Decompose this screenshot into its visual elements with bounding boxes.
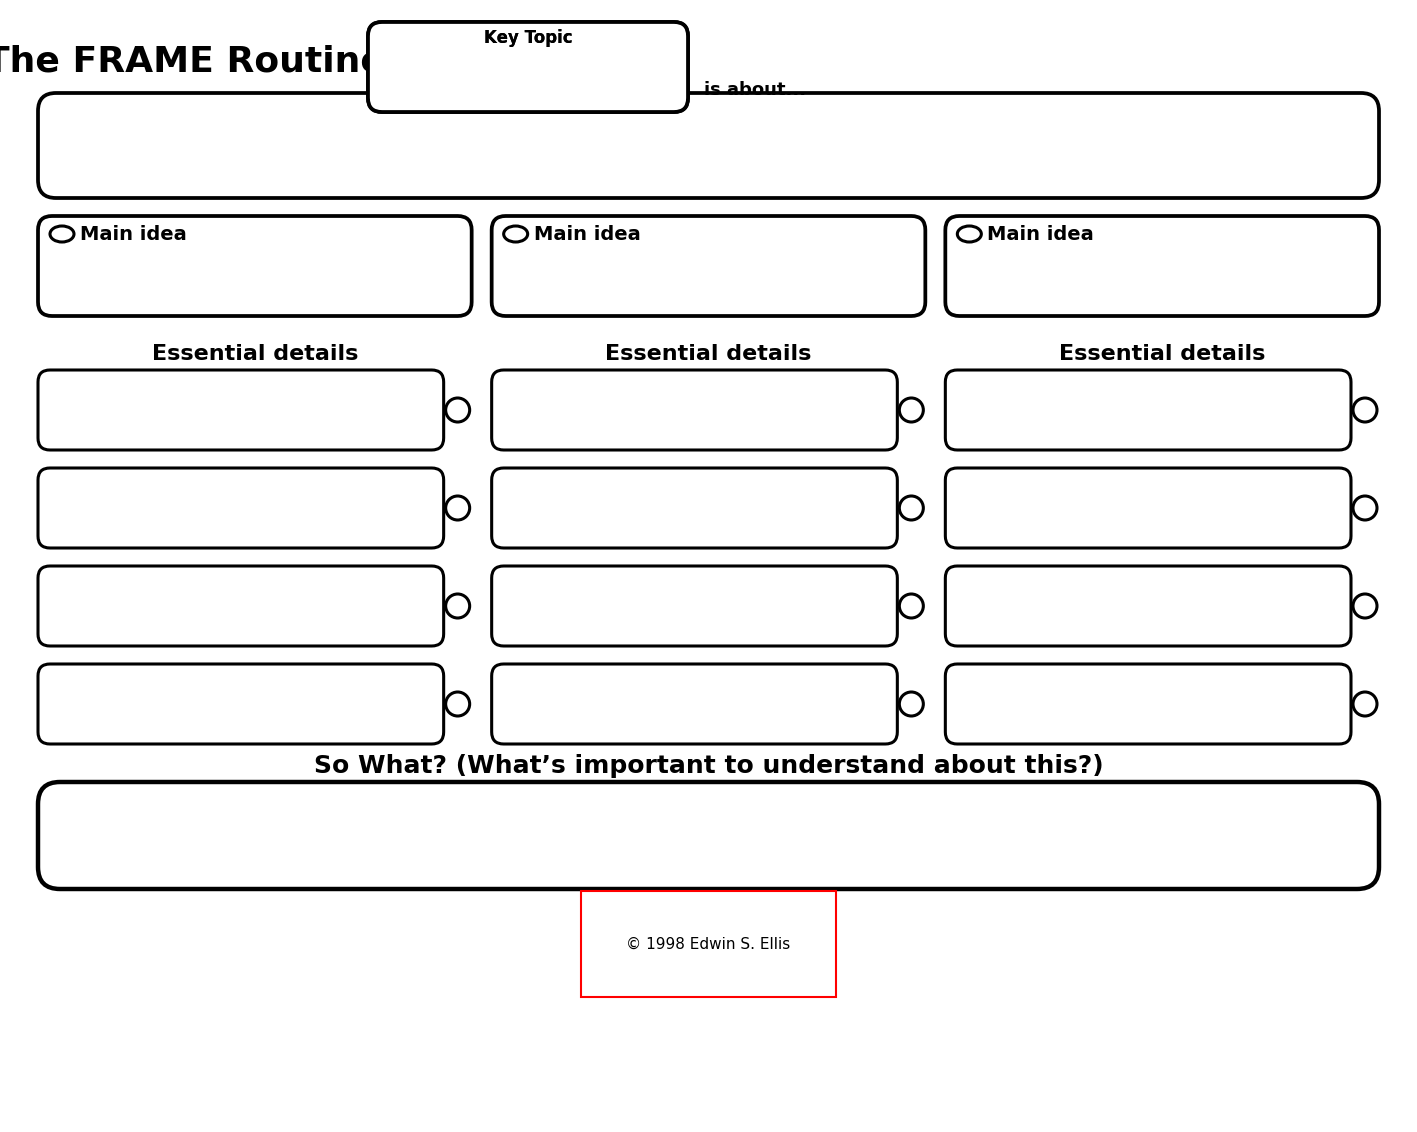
- FancyBboxPatch shape: [945, 370, 1350, 451]
- FancyBboxPatch shape: [945, 566, 1350, 646]
- Text: Main idea: Main idea: [988, 224, 1094, 243]
- Circle shape: [900, 496, 924, 520]
- Text: © 1998 Edwin S. Ellis: © 1998 Edwin S. Ellis: [626, 936, 791, 952]
- Circle shape: [446, 496, 469, 520]
- Circle shape: [446, 398, 469, 422]
- Circle shape: [446, 594, 469, 618]
- Text: Essential details: Essential details: [605, 344, 812, 365]
- Circle shape: [1353, 594, 1377, 618]
- FancyBboxPatch shape: [945, 216, 1379, 316]
- FancyBboxPatch shape: [368, 22, 689, 112]
- Text: Main idea: Main idea: [534, 224, 640, 243]
- Circle shape: [446, 692, 469, 717]
- Circle shape: [900, 594, 924, 618]
- FancyBboxPatch shape: [368, 22, 689, 112]
- Text: Main idea: Main idea: [79, 224, 187, 243]
- Text: Essential details: Essential details: [1058, 344, 1265, 365]
- FancyBboxPatch shape: [492, 216, 925, 316]
- FancyBboxPatch shape: [38, 566, 444, 646]
- Text: Essential details: Essential details: [152, 344, 359, 365]
- FancyBboxPatch shape: [38, 782, 1379, 889]
- FancyBboxPatch shape: [492, 468, 897, 548]
- FancyBboxPatch shape: [492, 664, 897, 744]
- Circle shape: [900, 398, 924, 422]
- FancyBboxPatch shape: [38, 370, 444, 451]
- FancyBboxPatch shape: [38, 216, 472, 316]
- Circle shape: [1353, 496, 1377, 520]
- FancyBboxPatch shape: [38, 468, 444, 548]
- FancyBboxPatch shape: [492, 566, 897, 646]
- Ellipse shape: [958, 226, 982, 242]
- Text: Key Topic: Key Topic: [483, 29, 572, 48]
- Circle shape: [1353, 398, 1377, 422]
- Circle shape: [1353, 692, 1377, 717]
- Ellipse shape: [503, 226, 527, 242]
- Ellipse shape: [50, 226, 74, 242]
- FancyBboxPatch shape: [492, 370, 897, 451]
- FancyBboxPatch shape: [38, 664, 444, 744]
- Text: So What? (What’s important to understand about this?): So What? (What’s important to understand…: [313, 754, 1104, 778]
- Text: is about...: is about...: [704, 82, 806, 98]
- Circle shape: [900, 692, 924, 717]
- Text: The FRAME Routine: The FRAME Routine: [0, 45, 385, 79]
- FancyBboxPatch shape: [945, 468, 1350, 548]
- FancyBboxPatch shape: [38, 93, 1379, 198]
- FancyBboxPatch shape: [945, 664, 1350, 744]
- Text: Key Topic: Key Topic: [483, 29, 572, 48]
